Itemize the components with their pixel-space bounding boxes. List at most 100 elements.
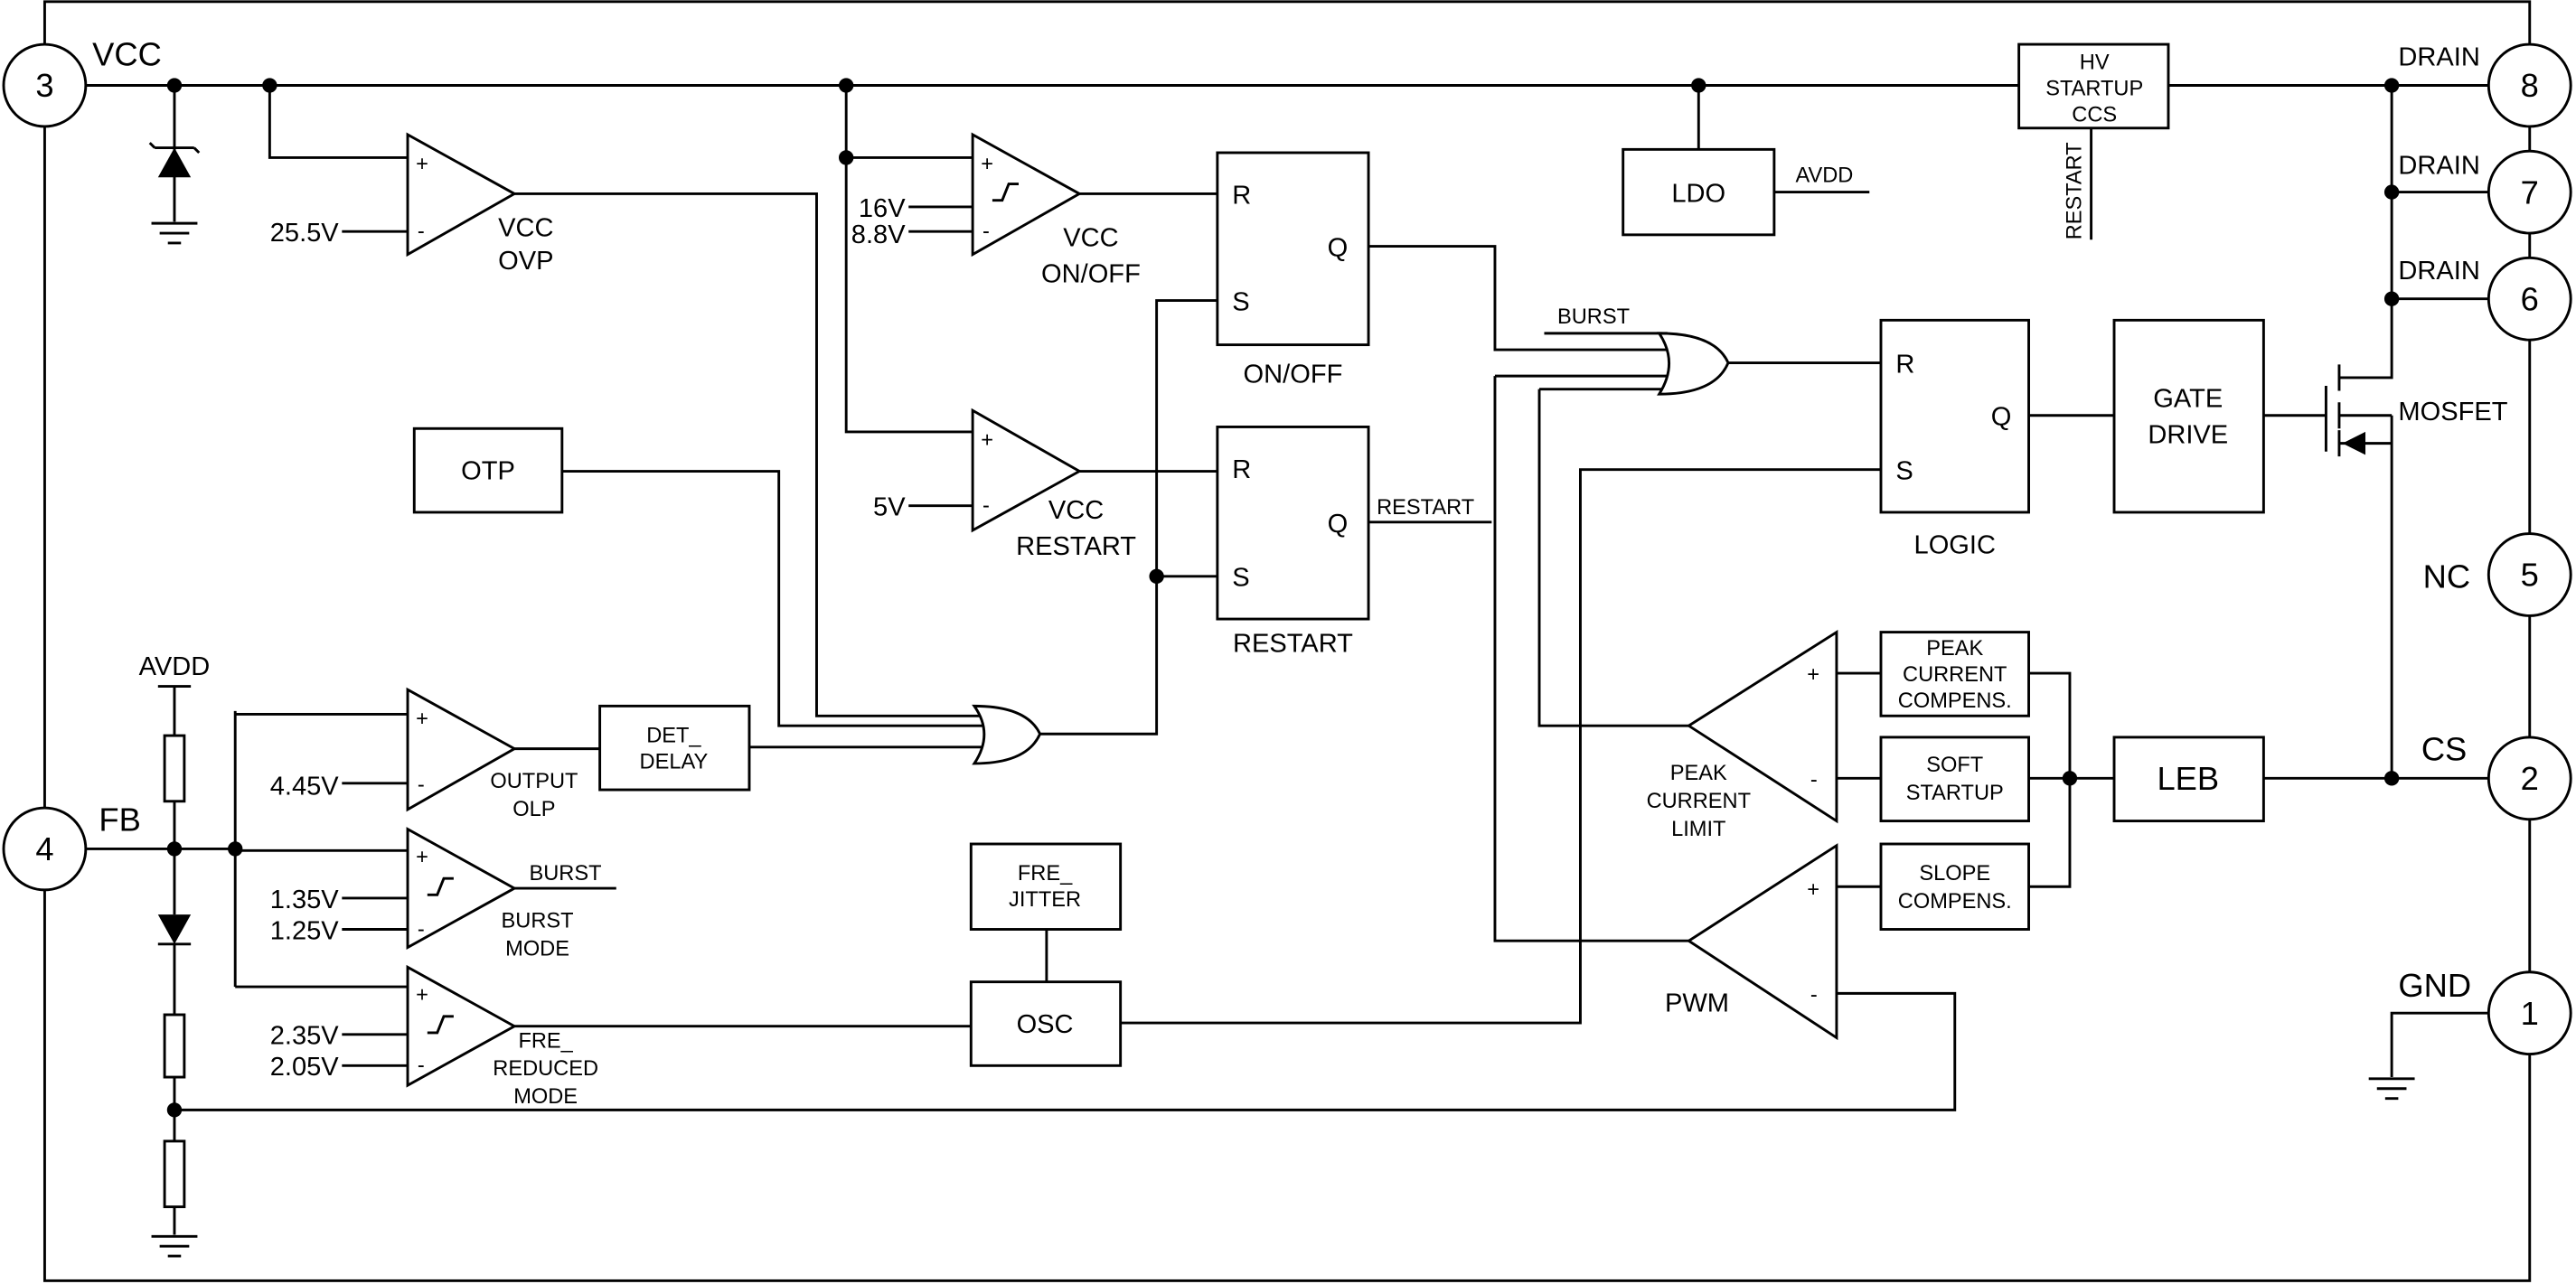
label: FRE_ (1018, 862, 1073, 886)
label: MODE (505, 938, 569, 961)
label: PEAK (1926, 637, 1983, 661)
pin-2[interactable]: 2 (2487, 736, 2572, 821)
label: 1.25V (270, 916, 340, 945)
label: SLOPE (1919, 862, 1990, 886)
label: OSC (1017, 1010, 1074, 1039)
or-gate-protection (972, 704, 1042, 765)
diode-icon (157, 914, 192, 944)
label: + (1807, 878, 1819, 902)
fb-divider: AVDD (85, 652, 1957, 1258)
label: LOGIC (1914, 530, 1996, 559)
label: 25.5V (270, 219, 340, 248)
label: REDUCED (493, 1057, 598, 1081)
output-olp-comparator: + - 4.45V OUTPUT OLP DET_ DELAY (270, 687, 983, 821)
chip-outline (42, 0, 2532, 1282)
label: - (418, 1054, 425, 1078)
pin-label: DRAIN (2398, 257, 2479, 286)
label: BURST (529, 862, 601, 886)
label: COMPENS. (1898, 689, 2012, 713)
label: AVDD (139, 652, 211, 681)
label: + (1807, 663, 1819, 687)
label: BURST (502, 910, 574, 933)
label: LIMIT (1671, 818, 1725, 841)
pin-7[interactable]: 7 (2487, 149, 2572, 235)
label: - (1810, 768, 1818, 792)
label: ON/OFF (1244, 360, 1343, 389)
label: DET_ (646, 724, 701, 747)
resistor-icon (163, 734, 186, 803)
pin-4[interactable]: 4 (2, 806, 88, 892)
current-sense-blocks: PEAK CURRENT COMPENS. SOFT STARTUP SLOPE… (1836, 631, 2265, 931)
pin-label: GND (2398, 967, 2471, 1004)
label: - (418, 773, 425, 797)
gate-drive-block: GATE DRIVE (2112, 318, 2327, 514)
label: 8.8V (851, 220, 906, 249)
mosfet: MOSFET (2263, 85, 2508, 786)
pin-number: 3 (35, 67, 53, 104)
peak-current-comparator: + - PEAK CURRENT LIMIT (1647, 629, 1838, 841)
label: LEB (2157, 760, 2219, 797)
vcc-ovp-comparator: + - 25.5V VCC OVP (268, 85, 982, 717)
label: - (1810, 983, 1818, 1007)
label: + (416, 708, 428, 731)
pin-3[interactable]: 3 (2, 42, 88, 128)
pin-number: 2 (2521, 760, 2539, 797)
det-delay-block (598, 704, 751, 792)
label: Q (1328, 510, 1349, 539)
label: JITTER (1009, 888, 1081, 912)
pin-number: 5 (2521, 557, 2539, 594)
vcc-onoff-comparator: + - 16V 8.8V VCC ON/OFF (839, 85, 1217, 434)
pin-6[interactable]: 6 (2487, 256, 2572, 342)
label: Q (1328, 233, 1349, 262)
label: RESTART (1233, 629, 1353, 658)
hv-startup-block: HV STARTUP CCS RESTART (2017, 42, 2170, 240)
pin-label: CS (2421, 730, 2467, 767)
ground-icon (151, 1234, 198, 1258)
label: MOSFET (2398, 398, 2507, 426)
label: LDO (1671, 180, 1725, 209)
pwm-comparator: + - PWM (1665, 843, 1838, 1041)
label: R (1232, 455, 1251, 484)
label: + (416, 846, 428, 869)
oscillator-block: FRE_ JITTER OSC (969, 468, 1881, 1067)
label: R (1232, 181, 1251, 210)
restart-signal-label: RESTART (2064, 142, 2087, 239)
pin-number: 1 (2521, 995, 2539, 1032)
resistor-icon (163, 1013, 186, 1079)
label: - (982, 494, 990, 518)
label: + (981, 428, 993, 452)
label: OTP (461, 457, 515, 486)
otp-block: OTP (412, 426, 984, 727)
label: 2.05V (270, 1053, 340, 1082)
label: SOFT (1926, 754, 1983, 777)
vcc-restart-comparator: + - 5V VCC RESTART (873, 408, 1217, 561)
pin-label: NC (2423, 558, 2470, 595)
fre-reduced-comparator: + - 2.35V 2.05V FRE_ REDUCED MODE (270, 964, 972, 1109)
ground-icon (151, 221, 198, 245)
pin-1[interactable]: 1 (2487, 970, 2572, 1056)
label: STARTUP (2045, 77, 2143, 100)
pin-label: DRAIN (2398, 43, 2479, 72)
restart-flipflop: R S Q RESTART RESTART (1039, 299, 1492, 736)
label: S (1232, 564, 1249, 593)
pin-5[interactable]: 5 (2487, 532, 2572, 617)
label: COMPENS. (1898, 890, 2012, 914)
ldo-block: LDO AVDD (1622, 85, 1870, 237)
label: VCC (1048, 496, 1104, 525)
label: CCS (2072, 103, 2117, 127)
label: Q (1991, 403, 2012, 432)
resistor-icon (163, 1139, 186, 1209)
label: CURRENT (1647, 790, 1751, 813)
label: R (1895, 350, 1914, 379)
zener-diode (148, 85, 201, 222)
pin-label: VCC (92, 36, 162, 73)
label: PWM (1665, 989, 1729, 1017)
pin-number: 7 (2521, 173, 2539, 211)
label: BURST (1557, 305, 1630, 329)
pin-8[interactable]: 8 (2487, 42, 2572, 128)
label: GATE (2153, 385, 2223, 414)
label: 1.35V (270, 886, 340, 914)
label: STARTUP (1906, 782, 2004, 805)
label: ON/OFF (1041, 260, 1141, 289)
